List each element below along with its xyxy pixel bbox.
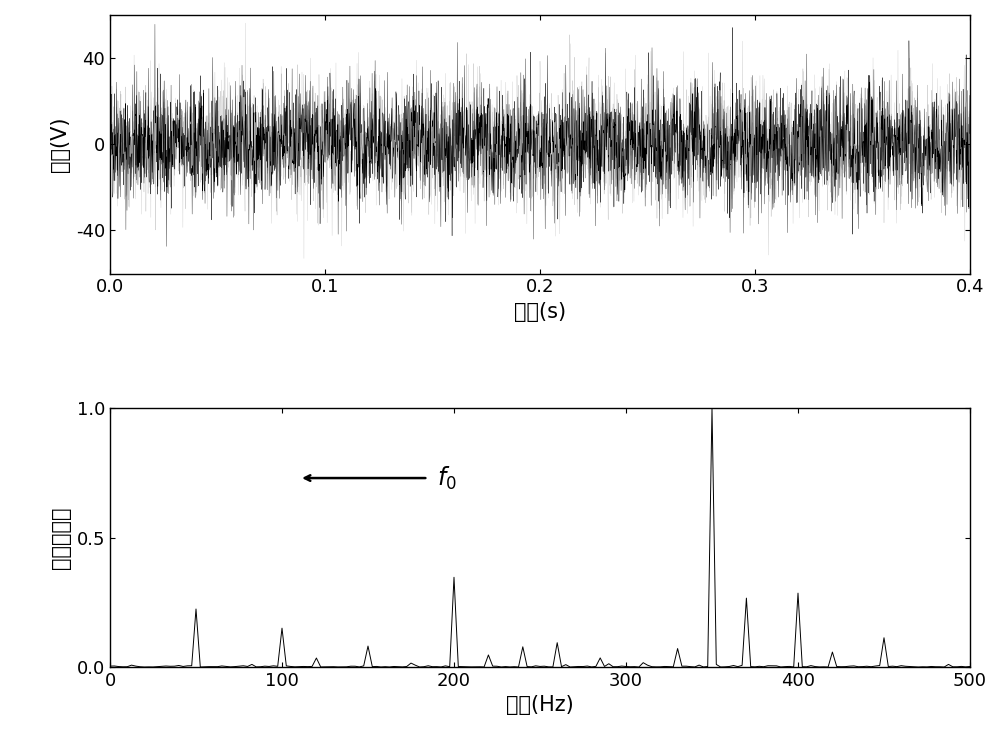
Y-axis label: 归一化功率: 归一化功率	[51, 507, 71, 569]
Y-axis label: 幅値(V): 幅値(V)	[50, 117, 70, 172]
X-axis label: 时间(s): 时间(s)	[514, 302, 566, 322]
X-axis label: 频率(Hz): 频率(Hz)	[506, 696, 574, 715]
Text: $f_0$: $f_0$	[437, 465, 457, 492]
